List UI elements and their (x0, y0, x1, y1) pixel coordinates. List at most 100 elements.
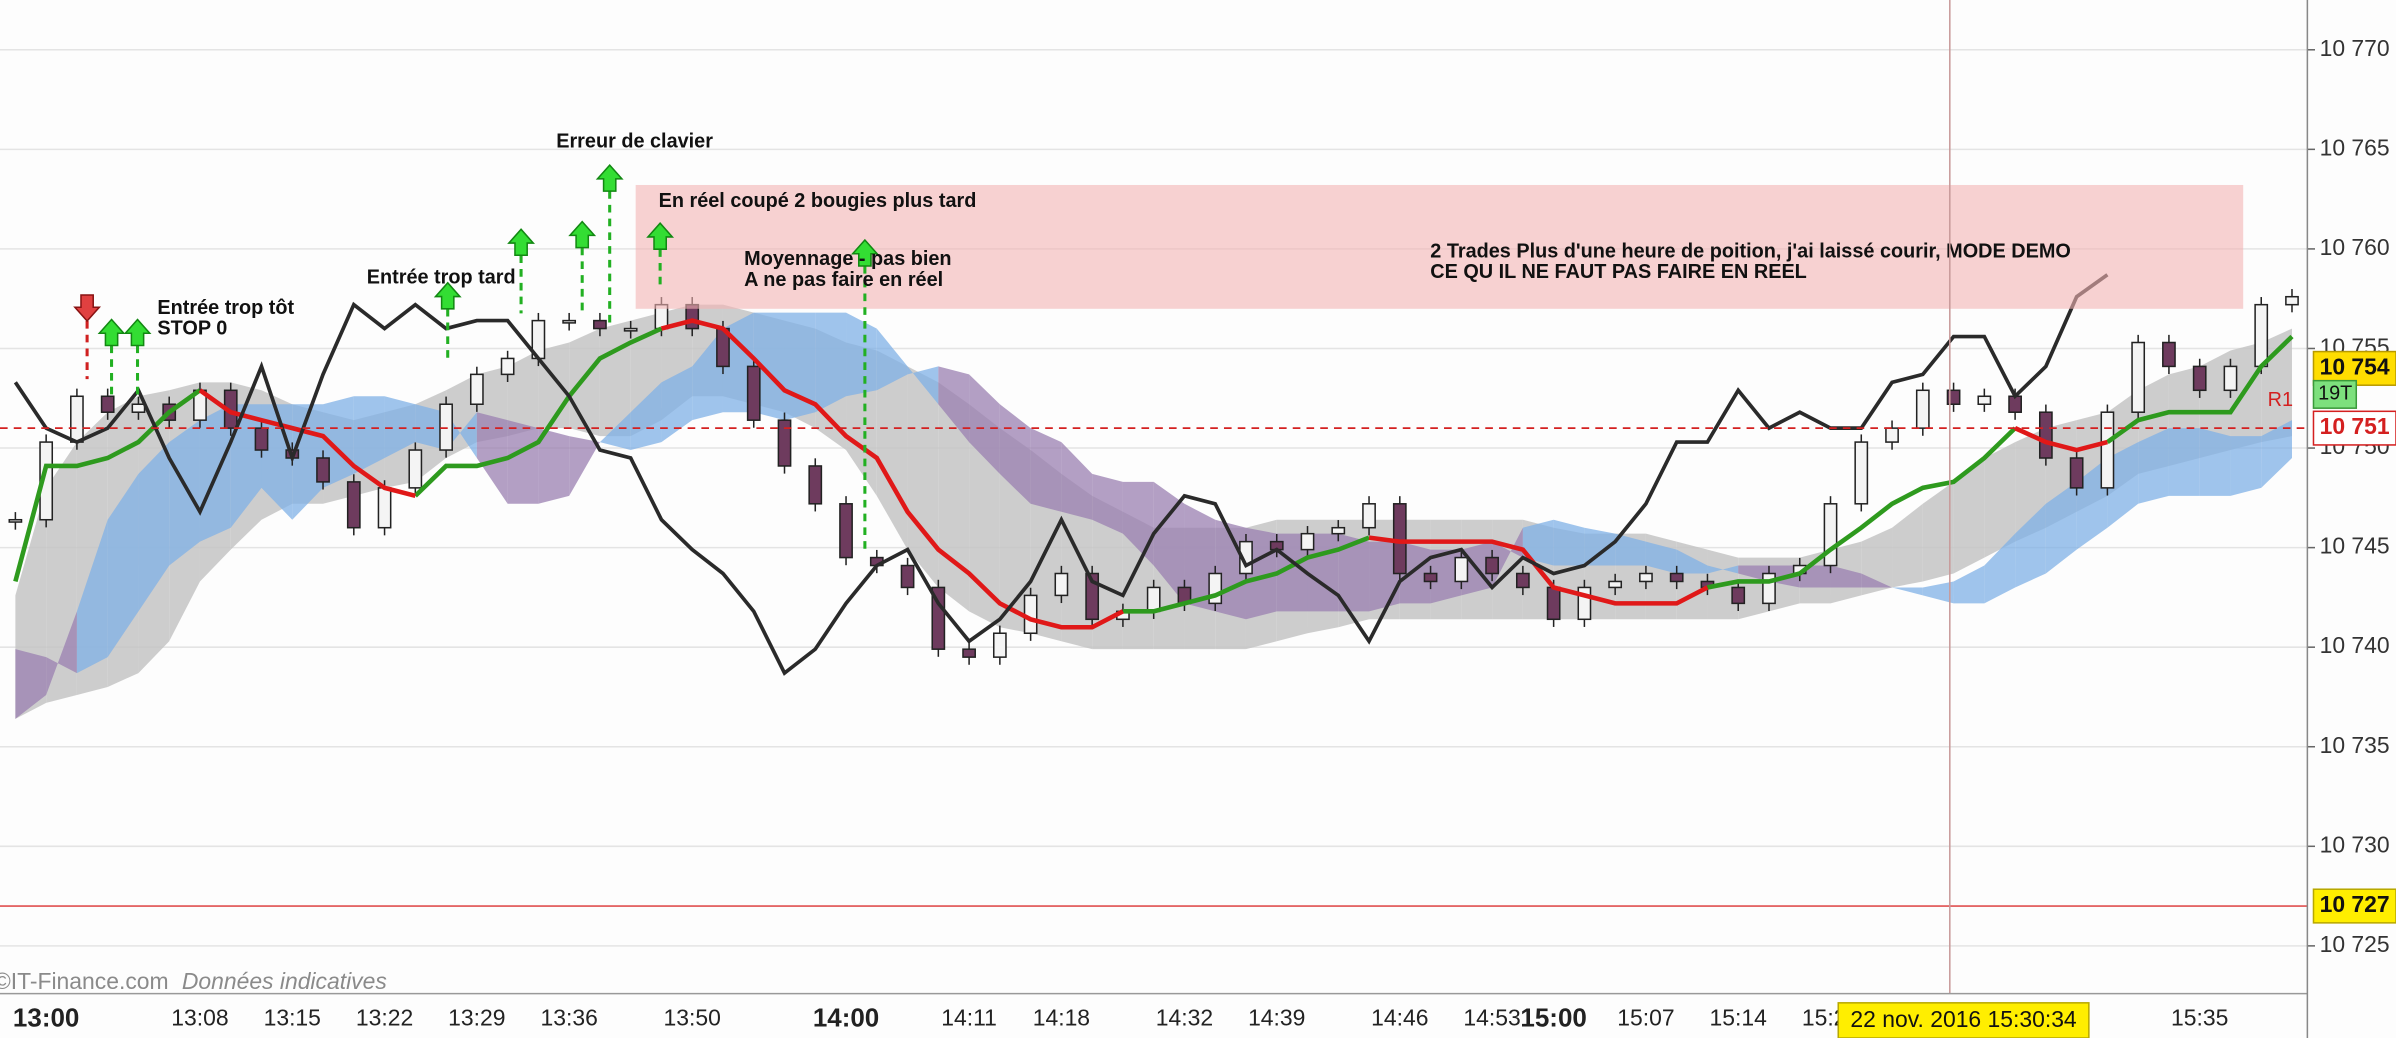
x-tick-label: 15:14 (1710, 1005, 1768, 1031)
band-area (1953, 458, 1985, 574)
cloud-area (230, 404, 262, 528)
x-tick-label: 13:08 (171, 1005, 228, 1031)
candle (1762, 572, 1776, 605)
alert-label: 10 751 (2320, 413, 2390, 439)
candle (70, 395, 84, 443)
cloud-area (1338, 533, 1370, 612)
cloud-area (2015, 503, 2046, 588)
cloud-area (76, 519, 108, 674)
cloud-area (138, 442, 170, 612)
candle (316, 457, 330, 483)
cloud-area (938, 366, 970, 443)
candle (2223, 365, 2238, 392)
cloud-area (1122, 481, 1154, 566)
x-tick-label: 13:00 (13, 1003, 79, 1033)
candle (377, 487, 392, 529)
alert-label-box (2312, 410, 2396, 446)
tag: 19T (2318, 383, 2352, 405)
candle (808, 465, 823, 505)
y-tick-label: 10 740 (2320, 632, 2390, 658)
cloud-area (1492, 527, 1523, 588)
annotation: Erreur de clavier (556, 130, 713, 152)
candle (1392, 503, 1407, 575)
cloud-area (384, 396, 416, 459)
cloud-area (753, 312, 785, 421)
buy-arrow (433, 281, 462, 310)
candle (1977, 395, 1992, 406)
candle (1885, 427, 1899, 443)
cloud-area (15, 649, 47, 719)
cloud-area (446, 412, 477, 459)
cloud-area (1245, 527, 1277, 620)
candle (439, 403, 453, 451)
candle (1915, 389, 1930, 429)
annotation: 2 Trades Plus d'une heure de poition, j'… (1430, 240, 2071, 262)
y-tick-label: 10 765 (2320, 134, 2390, 160)
candle (931, 586, 946, 650)
candle (2254, 303, 2269, 368)
annotation: Entrée trop tôt (157, 297, 294, 319)
annotation: A ne pas faire en réel (744, 269, 943, 291)
candle (408, 449, 423, 489)
x-tick-label: 14:32 (1156, 1005, 1213, 1031)
cloud-area (1184, 503, 1216, 612)
last-price-label-box (2312, 350, 2396, 386)
x-tick-label: 13:36 (540, 1005, 597, 1031)
x-tick-label: 13:50 (664, 1005, 721, 1031)
cloud-area (969, 374, 1000, 474)
indicator-line (13, 273, 2109, 676)
cloud-area (2261, 420, 2292, 488)
buy-arrow (646, 222, 675, 250)
cloud-area (415, 404, 447, 451)
annotation: En réel coupé 2 bougies plus tard (659, 190, 977, 212)
cloud-area (353, 396, 385, 474)
candle (1515, 572, 1530, 589)
candle (1054, 572, 1069, 597)
candle (1546, 586, 1561, 621)
x-tick-label: 14:11 (941, 1005, 997, 1031)
candle (900, 564, 915, 589)
annotation: CE QU IL NE FAUT PAS FAIRE EN REEL (1430, 261, 1807, 283)
candle (2192, 365, 2207, 392)
cloud-area (1522, 519, 1554, 566)
cloud-area (2076, 458, 2108, 550)
buy-arrow (507, 228, 535, 257)
y-tick-label: 10 760 (2320, 234, 2390, 260)
crosshair-label: 22 nov. 2016 15:30:34 (1850, 1006, 2076, 1032)
tag-box (2312, 379, 2358, 409)
x-tick-label: 15:35 (2171, 1005, 2228, 1031)
cloud-area (1399, 541, 1431, 604)
level-label: 10 727 (2320, 891, 2390, 917)
cloud-area (1645, 541, 1677, 574)
buy-arrow (595, 163, 624, 192)
band-area (599, 320, 631, 437)
annotation: Entrée trop tard (367, 266, 516, 288)
candle (1823, 503, 1838, 567)
candle (1639, 572, 1653, 583)
candle (100, 395, 115, 413)
cloud-area (1615, 533, 1646, 566)
band-area (907, 366, 939, 588)
candle (1085, 572, 1100, 621)
cloud-area (815, 312, 847, 413)
cloud-area (692, 328, 723, 421)
cloud-area (2045, 481, 2077, 574)
band-area (2230, 342, 2262, 451)
source: ©IT-Finance.com (0, 968, 169, 994)
candle (2100, 411, 2115, 489)
candle (839, 503, 853, 559)
candle (8, 518, 23, 523)
candle (623, 327, 638, 332)
band-area (1984, 442, 2016, 558)
cloud-area (661, 366, 693, 443)
y-tick-label: 10 745 (2320, 533, 2390, 559)
candle (469, 373, 484, 406)
cloud-area (476, 412, 508, 504)
indicator-line (198, 318, 2108, 630)
annotation: STOP 0 (157, 318, 227, 340)
cloud-area (846, 312, 877, 397)
candle (2162, 341, 2176, 368)
candle (1423, 572, 1438, 583)
